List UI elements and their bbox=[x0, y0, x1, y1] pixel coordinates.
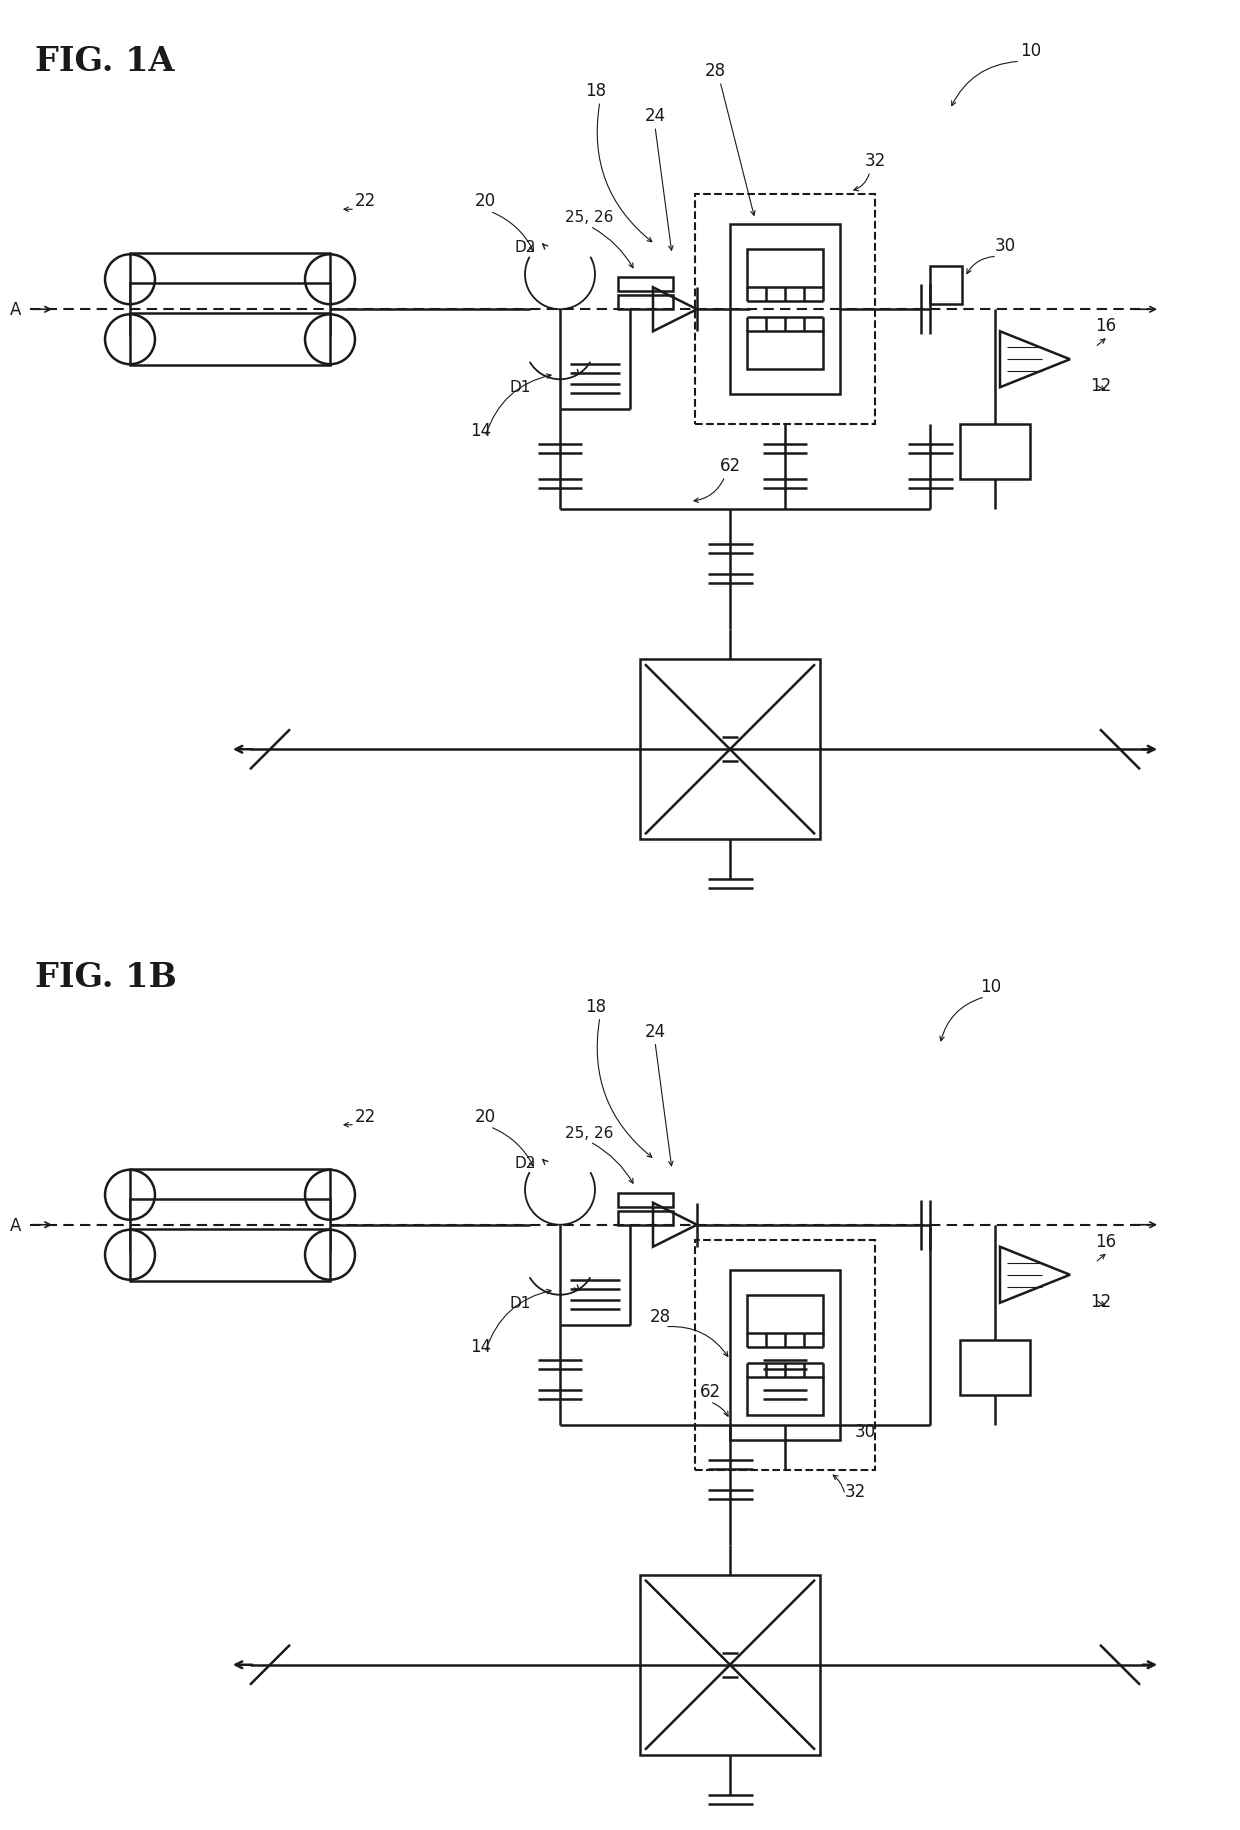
Bar bbox=[930, 267, 962, 306]
Text: 12: 12 bbox=[1090, 377, 1111, 395]
Bar bbox=[746, 1376, 823, 1415]
Text: D2: D2 bbox=[515, 1155, 537, 1169]
Text: 10: 10 bbox=[980, 977, 1001, 996]
Text: 14: 14 bbox=[470, 423, 491, 439]
Text: 32: 32 bbox=[866, 152, 887, 170]
Bar bbox=[130, 1169, 330, 1221]
Text: FIG. 1A: FIG. 1A bbox=[35, 46, 175, 79]
Text: 16: 16 bbox=[1095, 1232, 1116, 1250]
Text: 30: 30 bbox=[856, 1422, 877, 1440]
Bar bbox=[130, 1230, 330, 1281]
Text: 30: 30 bbox=[994, 238, 1016, 254]
Bar bbox=[618, 278, 672, 293]
Text: 20: 20 bbox=[475, 192, 496, 210]
Bar bbox=[618, 296, 672, 309]
Bar bbox=[746, 251, 823, 287]
Text: A: A bbox=[10, 1217, 21, 1233]
Text: 10: 10 bbox=[1021, 42, 1042, 60]
Bar bbox=[130, 254, 330, 306]
Bar bbox=[618, 1193, 672, 1208]
Text: 20: 20 bbox=[475, 1107, 496, 1125]
Bar bbox=[730, 225, 839, 395]
Bar bbox=[130, 284, 330, 337]
Text: 24: 24 bbox=[645, 108, 666, 124]
Bar bbox=[746, 1296, 823, 1332]
Bar bbox=[640, 1576, 820, 1755]
Bar bbox=[130, 315, 330, 366]
Bar bbox=[640, 661, 820, 840]
Text: 24: 24 bbox=[645, 1023, 666, 1039]
Text: 32: 32 bbox=[844, 1482, 867, 1501]
Text: D1: D1 bbox=[510, 381, 532, 395]
Bar bbox=[694, 196, 875, 425]
Text: 18: 18 bbox=[585, 82, 606, 101]
Text: 16: 16 bbox=[1095, 317, 1116, 335]
Text: 22: 22 bbox=[355, 1107, 376, 1125]
Text: 25, 26: 25, 26 bbox=[565, 1125, 614, 1140]
Text: 62: 62 bbox=[701, 1382, 722, 1400]
Text: D2: D2 bbox=[515, 240, 537, 254]
Bar bbox=[730, 1270, 839, 1440]
Text: 25, 26: 25, 26 bbox=[565, 210, 614, 225]
Text: FIG. 1B: FIG. 1B bbox=[35, 961, 177, 994]
Text: A: A bbox=[10, 302, 21, 318]
Bar bbox=[960, 425, 1030, 479]
Bar bbox=[746, 331, 823, 370]
Text: 22: 22 bbox=[355, 192, 376, 210]
Bar bbox=[694, 1241, 875, 1469]
Text: 28: 28 bbox=[706, 62, 727, 81]
Text: D1: D1 bbox=[510, 1296, 532, 1310]
Text: 62: 62 bbox=[720, 458, 742, 476]
Text: 12: 12 bbox=[1090, 1292, 1111, 1310]
Bar bbox=[960, 1340, 1030, 1394]
Text: 14: 14 bbox=[470, 1338, 491, 1354]
Text: 18: 18 bbox=[585, 997, 606, 1016]
Text: 28: 28 bbox=[650, 1307, 671, 1325]
Bar bbox=[618, 1211, 672, 1224]
Bar bbox=[130, 1199, 330, 1252]
